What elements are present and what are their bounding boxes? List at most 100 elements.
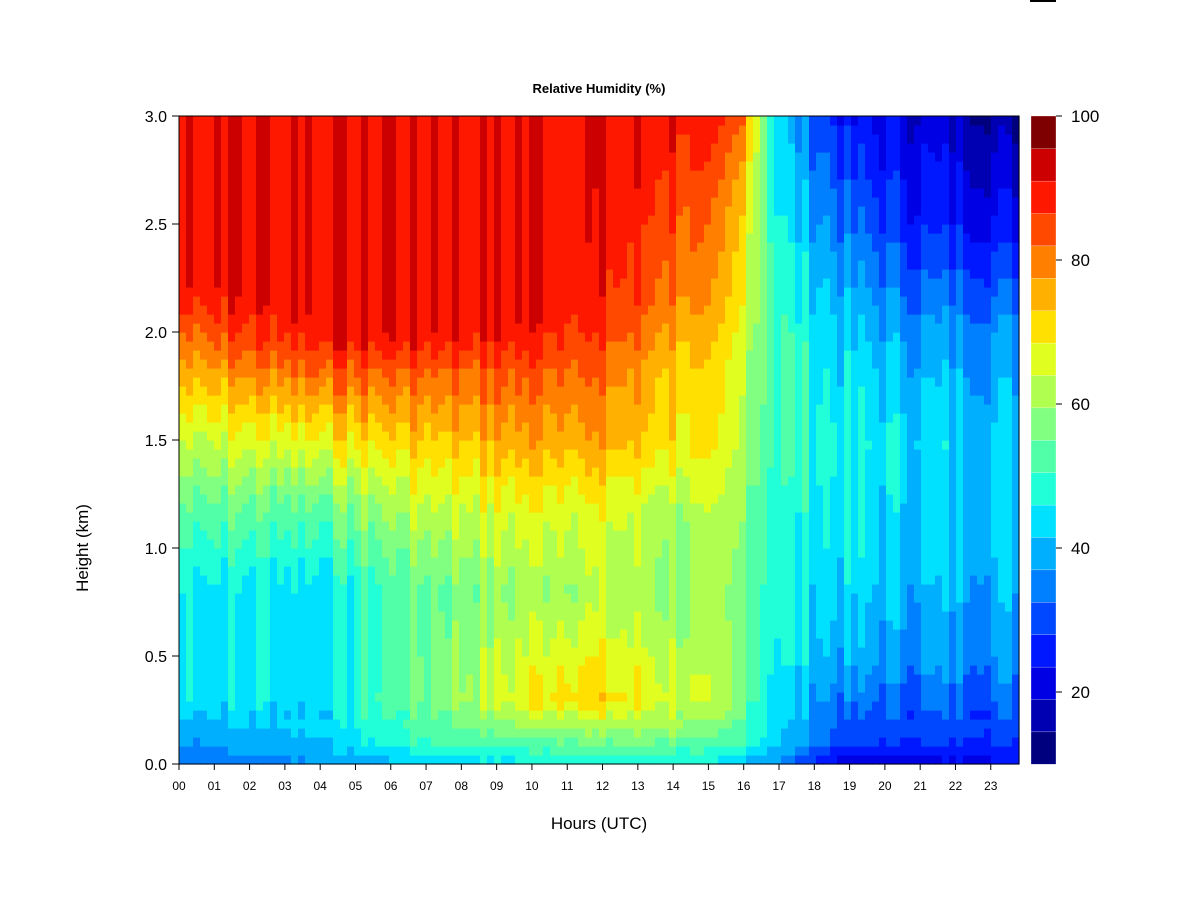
heatmap-cell	[613, 674, 621, 684]
heatmap-cell	[543, 611, 551, 621]
heatmap-cell	[529, 746, 537, 756]
heatmap-cell	[494, 530, 502, 540]
heatmap-cell	[431, 242, 439, 252]
heatmap-cell	[263, 242, 271, 252]
heatmap-cell	[193, 602, 201, 612]
heatmap-cell	[403, 728, 411, 738]
heatmap-cell	[417, 341, 425, 351]
heatmap-cell	[375, 530, 383, 540]
heatmap-cell	[417, 710, 425, 720]
heatmap-cell	[186, 629, 194, 639]
heatmap-cell	[487, 593, 495, 603]
heatmap-cell	[368, 494, 376, 504]
heatmap-cell	[627, 413, 635, 423]
heatmap-cell	[228, 521, 236, 531]
heatmap-cell	[193, 656, 201, 666]
heatmap-cell	[466, 332, 474, 342]
heatmap-cell	[655, 278, 663, 288]
heatmap-cell	[347, 296, 355, 306]
heatmap-cell	[193, 116, 201, 126]
heatmap-cell	[522, 332, 530, 342]
heatmap-cell	[375, 710, 383, 720]
heatmap-cell	[557, 512, 565, 522]
heatmap-cell	[431, 323, 439, 333]
heatmap-cell	[270, 656, 278, 666]
heatmap-cell	[557, 314, 565, 324]
heatmap-cell	[599, 458, 607, 468]
heatmap-cell	[410, 503, 418, 513]
heatmap-cell	[606, 179, 614, 189]
heatmap-cell	[424, 188, 432, 198]
heatmap-cell	[186, 611, 194, 621]
heatmap-cell	[438, 170, 446, 180]
heatmap-cell	[319, 314, 327, 324]
heatmap-cell	[403, 620, 411, 630]
heatmap-cell	[627, 485, 635, 495]
heatmap-cell	[557, 215, 565, 225]
heatmap-cell	[277, 449, 285, 459]
heatmap-cell	[515, 557, 523, 567]
heatmap-cell	[207, 395, 215, 405]
heatmap-cell	[305, 692, 313, 702]
heatmap-cell	[557, 539, 565, 549]
heatmap-cell	[312, 728, 320, 738]
heatmap-cell	[515, 665, 523, 675]
heatmap-cell	[235, 197, 243, 207]
heatmap-cell	[459, 485, 467, 495]
heatmap-cell	[291, 125, 299, 135]
heatmap-cell	[515, 413, 523, 423]
heatmap-cell	[277, 404, 285, 414]
heatmap-cell	[592, 278, 600, 288]
heatmap-cell	[445, 377, 453, 387]
heatmap-cell	[221, 170, 229, 180]
heatmap-cell	[200, 728, 208, 738]
heatmap-cell	[375, 620, 383, 630]
heatmap-cell	[368, 431, 376, 441]
heatmap-cell	[326, 692, 334, 702]
heatmap-cell	[256, 692, 264, 702]
heatmap-cell	[550, 719, 558, 729]
heatmap-cell	[277, 701, 285, 711]
heatmap-cell	[207, 170, 215, 180]
heatmap-cell	[277, 278, 285, 288]
heatmap-cell	[403, 494, 411, 504]
heatmap-cell	[424, 386, 432, 396]
heatmap-cell	[585, 224, 593, 234]
heatmap-cell	[438, 503, 446, 513]
heatmap-cell	[396, 458, 404, 468]
heatmap-cell	[326, 287, 334, 297]
heatmap-cell	[536, 278, 544, 288]
heatmap-cell	[333, 161, 341, 171]
heatmap-cell	[284, 620, 292, 630]
heatmap-cell	[200, 503, 208, 513]
heatmap-cell	[270, 233, 278, 243]
heatmap-cell	[389, 647, 397, 657]
heatmap-cell	[648, 413, 656, 423]
heatmap-cell	[606, 251, 614, 261]
heatmap-cell	[410, 377, 418, 387]
heatmap-cell	[312, 566, 320, 576]
heatmap-cell	[641, 242, 649, 252]
heatmap-cell	[466, 557, 474, 567]
heatmap-cell	[340, 746, 348, 756]
heatmap-cell	[270, 440, 278, 450]
heatmap-cell	[445, 584, 453, 594]
heatmap-cell	[424, 449, 432, 459]
heatmap-cell	[536, 215, 544, 225]
heatmap-cell	[368, 503, 376, 513]
heatmap-cell	[578, 692, 586, 702]
heatmap-cell	[655, 440, 663, 450]
heatmap-cell	[459, 620, 467, 630]
heatmap-cell	[270, 377, 278, 387]
heatmap-cell	[571, 503, 579, 513]
heatmap-cell	[522, 134, 530, 144]
heatmap-cell	[277, 647, 285, 657]
heatmap-cell	[648, 629, 656, 639]
heatmap-cell	[501, 305, 509, 315]
heatmap-cell	[382, 143, 390, 153]
heatmap-cell	[473, 557, 481, 567]
heatmap-cell	[312, 305, 320, 315]
heatmap-cell	[599, 305, 607, 315]
heatmap-cell	[564, 224, 572, 234]
heatmap-cell	[410, 431, 418, 441]
